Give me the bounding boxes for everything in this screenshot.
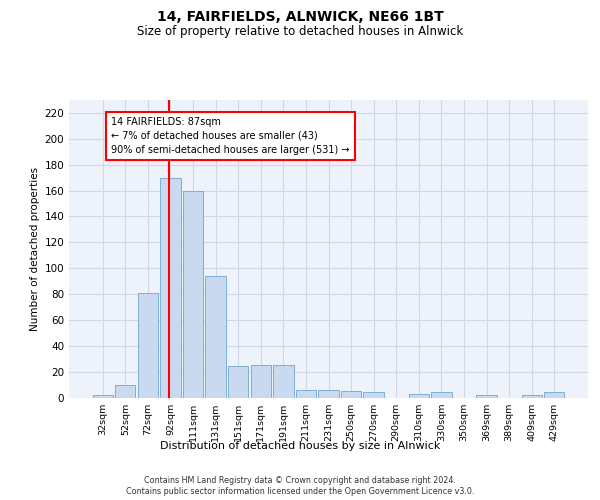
Bar: [364, 392, 384, 398]
Bar: [431, 392, 452, 398]
Bar: [296, 390, 316, 398]
Bar: [521, 395, 542, 398]
Text: 14, FAIRFIELDS, ALNWICK, NE66 1BT: 14, FAIRFIELDS, ALNWICK, NE66 1BT: [157, 10, 443, 24]
Text: Contains public sector information licensed under the Open Government Licence v3: Contains public sector information licen…: [126, 487, 474, 496]
Bar: [160, 178, 181, 398]
Bar: [341, 391, 361, 398]
Bar: [319, 390, 338, 398]
Bar: [251, 365, 271, 398]
Bar: [409, 394, 429, 398]
Bar: [92, 395, 113, 398]
Y-axis label: Number of detached properties: Number of detached properties: [30, 166, 40, 331]
Text: Distribution of detached houses by size in Alnwick: Distribution of detached houses by size …: [160, 441, 440, 451]
Text: 14 FAIRFIELDS: 87sqm
← 7% of detached houses are smaller (43)
90% of semi-detach: 14 FAIRFIELDS: 87sqm ← 7% of detached ho…: [112, 117, 350, 155]
Text: Contains HM Land Registry data © Crown copyright and database right 2024.: Contains HM Land Registry data © Crown c…: [144, 476, 456, 485]
Bar: [115, 384, 136, 398]
Bar: [205, 276, 226, 398]
Bar: [476, 395, 497, 398]
Bar: [273, 365, 293, 398]
Text: Size of property relative to detached houses in Alnwick: Size of property relative to detached ho…: [137, 24, 463, 38]
Bar: [183, 190, 203, 398]
Bar: [228, 366, 248, 398]
Bar: [138, 292, 158, 398]
Bar: [544, 392, 565, 398]
